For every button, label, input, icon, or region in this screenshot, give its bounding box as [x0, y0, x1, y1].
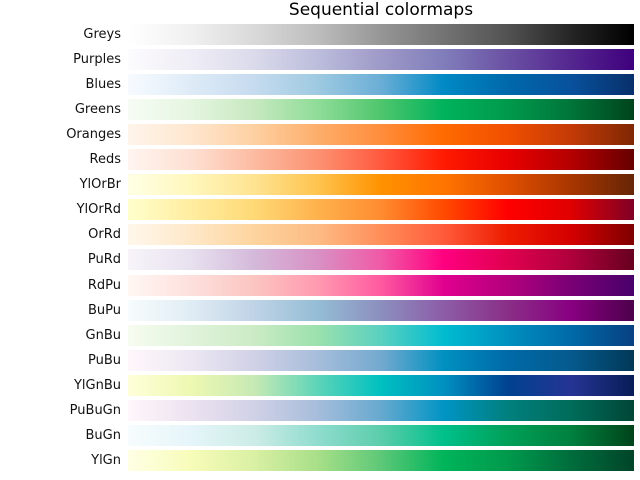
colormap-row: OrRd: [0, 224, 640, 246]
colormap-label: Blues: [85, 77, 121, 93]
colormap-gradient-bar: [128, 324, 634, 346]
colormap-row: Greens: [0, 99, 640, 121]
colormap-row: YlGnBu: [0, 374, 640, 396]
colormap-row: Blues: [0, 74, 640, 96]
colormap-gradient-bar: [128, 249, 634, 271]
colormap-label: YlOrBr: [79, 177, 121, 193]
colormap-row: PuBuGn: [0, 399, 640, 421]
colormap-row: Purples: [0, 49, 640, 71]
chart-title: Sequential colormaps: [288, 0, 474, 20]
colormap-gradient-bar: [128, 149, 634, 171]
colormap-label: Oranges: [66, 127, 121, 143]
colormap-gradient-bar: [128, 24, 634, 45]
colormap-gradient-bar: [128, 199, 634, 221]
colormap-label: YlGn: [91, 452, 121, 468]
colormap-label: Greys: [83, 27, 121, 42]
colormap-label: OrRd: [88, 227, 121, 243]
colormap-row: YlGn: [0, 449, 640, 471]
colormap-gradient-bar: [128, 374, 634, 396]
colormap-label: PuBu: [87, 352, 121, 368]
colormap-gradient-bar: [128, 349, 634, 371]
colormap-label: YlOrRd: [76, 202, 121, 218]
colormap-row: YlOrRd: [0, 199, 640, 221]
colormap-row: GnBu: [0, 324, 640, 346]
colormap-row: Oranges: [0, 124, 640, 146]
colormap-label: PuBuGn: [69, 402, 121, 418]
colormap-label: RdPu: [87, 277, 121, 293]
colormap-gradient-bar: [128, 424, 634, 446]
colormap-row: Reds: [0, 149, 640, 171]
colormap-gradient-bar: [128, 124, 634, 146]
colormap-row: BuGn: [0, 424, 640, 446]
colormap-row: RdPu: [0, 274, 640, 296]
colormap-row: PuRd: [0, 249, 640, 271]
colormap-label: BuPu: [87, 302, 121, 318]
colormap-label: BuGn: [85, 427, 121, 443]
colormap-gradient-bar: [128, 299, 634, 321]
colormap-label: YlGnBu: [73, 377, 121, 393]
colormap-label: Reds: [89, 152, 121, 168]
colormap-label: Purples: [73, 52, 121, 68]
colormap-gradient-bar: [128, 99, 634, 121]
colormap-row: YlOrBr: [0, 174, 640, 196]
colormap-label: PuRd: [87, 252, 121, 268]
colormap-gradient-bar: [128, 449, 634, 471]
colormap-gradient-bar: [128, 174, 634, 196]
colormap-gradient-bar: [128, 399, 634, 421]
colormap-row: PuBu: [0, 349, 640, 371]
colormap-row: Greys: [0, 24, 640, 45]
colormap-row: BuPu: [0, 299, 640, 321]
colormap-gradient-bar: [128, 274, 634, 296]
colormap-label: GnBu: [85, 327, 121, 343]
colormap-label: Greens: [74, 102, 121, 118]
colormap-gradient-bar: [128, 74, 634, 96]
colormap-gradient-bar: [128, 224, 634, 246]
colormap-gradient-bar: [128, 49, 634, 71]
